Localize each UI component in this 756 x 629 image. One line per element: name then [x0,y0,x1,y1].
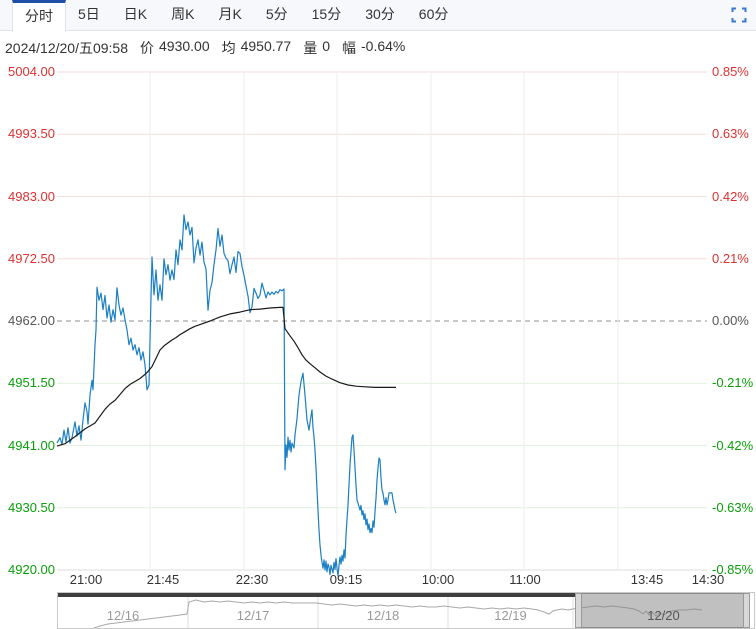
tab-0-active[interactable]: 分时 [12,0,66,32]
time-axis-label-5: 11:00 [509,572,541,587]
fullscreen-button[interactable] [731,7,747,23]
price-axis-label-8: 4920.00 [8,562,55,577]
price-axis-label-4: 4962.00 [8,313,55,328]
time-axis-label-0: 21:00 [69,572,103,587]
price-axis-label-0: 5004.00 [8,64,55,79]
time-axis-label-4: 10:00 [421,572,455,587]
tab-1[interactable]: 5日 [78,6,100,22]
navigator-track-bar[interactable] [58,593,575,597]
percent-axis-label-0: 0.85% [712,64,749,79]
fullscreen-icon [731,7,747,23]
tab-bar: 分时 5日 日K 周K 月K 5分 15分 30分 60分 [0,0,756,32]
chart-plot-area[interactable] [57,72,707,570]
time-axis-label-3: 09:15 [329,572,363,587]
tab-4[interactable]: 月K [218,6,242,22]
navigator-date-label-2: 12/18 [366,608,400,623]
info-bar: 2024/12/20/五09:58 价 4930.00 均 4950.77 量 0 幅 -0.… [5,38,405,58]
datazoom-window[interactable] [575,593,750,628]
info-datetime: 2024/12/20/五09:58 [5,40,128,56]
navigator-handle-left[interactable] [575,593,582,628]
navigator-date-label-3: 12/19 [494,608,527,623]
price-axis-label-5: 4951.50 [8,375,55,391]
info-field-1: 均 4950.77 [221,38,292,56]
time-axis-label-2: 22:30 [235,572,269,587]
percent-axis-label-7: -0.63% [712,499,754,515]
navigator-date-label-0: 12/16 [106,608,140,623]
time-axis-label-6: 13:45 [630,572,664,587]
percent-axis-label-4: 0.00% [712,313,749,328]
price-axis-label-3: 4972.50 [8,250,55,266]
time-axis-label-7: 14:30 [691,572,725,587]
price-axis-label-2: 4983.00 [8,188,55,204]
tab-5[interactable]: 5分 [265,6,288,22]
price-axis-label-6: 4941.00 [8,437,55,453]
tab-2[interactable]: 日K [123,6,148,22]
tab-7[interactable]: 30分 [365,6,395,22]
percent-axis-label-8: -0.85% [712,562,754,577]
navigator-handle-right[interactable] [743,593,750,628]
percent-axis-label-2: 0.42% [712,188,749,204]
info-field-3: 幅 -0.64% [342,38,406,56]
percent-axis-label-3: 0.21% [712,250,749,266]
percent-axis-label-5: -0.21% [712,375,754,391]
tab-6[interactable]: 15分 [311,6,342,22]
percent-axis-label-6: -0.42% [712,437,754,453]
info-field-0: 价 4930.00 [140,38,210,56]
navigator-date-label-4: 12/20 [647,608,680,623]
datazoom-navigator[interactable]: 12/16 12/17 12/18 12/19 12/20 [57,592,755,629]
price-axis-label-1: 4993.50 [8,126,55,142]
tab-3[interactable]: 周K [171,6,195,22]
time-axis-label-1: 21:45 [146,572,180,587]
percent-axis-label-1: 0.63% [712,126,749,142]
tab-8[interactable]: 60分 [418,6,449,22]
price-axis-label-7: 4930.50 [8,499,55,515]
info-fields: 价 4930.00 均 4950.77 量 0 幅 -0.64% [140,38,405,58]
navigator-date-label-1: 12/17 [236,608,270,623]
